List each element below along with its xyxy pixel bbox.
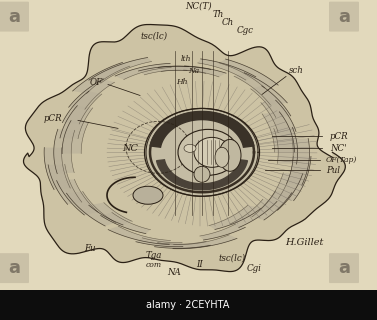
Polygon shape <box>262 173 303 210</box>
Text: a: a <box>8 8 20 26</box>
Polygon shape <box>198 59 256 80</box>
Polygon shape <box>44 148 70 189</box>
Ellipse shape <box>194 137 230 167</box>
Polygon shape <box>73 62 130 93</box>
Text: tsc(lc): tsc(lc) <box>141 31 167 40</box>
Text: Hh: Hh <box>176 78 188 86</box>
Ellipse shape <box>144 108 259 196</box>
Polygon shape <box>23 25 345 272</box>
Polygon shape <box>234 73 287 105</box>
Text: Fu: Fu <box>84 244 96 253</box>
FancyBboxPatch shape <box>329 253 359 283</box>
FancyBboxPatch shape <box>0 253 29 283</box>
Text: OF(Tap): OF(Tap) <box>326 156 357 164</box>
Polygon shape <box>156 160 247 190</box>
Text: Na: Na <box>188 67 199 75</box>
Polygon shape <box>89 58 152 83</box>
Polygon shape <box>219 59 278 88</box>
Ellipse shape <box>219 140 241 171</box>
Ellipse shape <box>178 129 238 175</box>
Text: a: a <box>8 259 20 277</box>
Text: pCR: pCR <box>43 114 62 123</box>
Polygon shape <box>155 241 210 248</box>
Polygon shape <box>251 86 291 117</box>
Polygon shape <box>138 66 188 75</box>
Ellipse shape <box>184 144 196 152</box>
Polygon shape <box>62 121 89 154</box>
Polygon shape <box>48 164 82 204</box>
Text: a: a <box>338 8 350 26</box>
Circle shape <box>194 166 210 182</box>
Polygon shape <box>252 191 292 220</box>
Text: Th: Th <box>212 10 224 19</box>
Text: NC': NC' <box>330 144 346 153</box>
Text: tsc(lc): tsc(lc) <box>218 254 245 263</box>
Text: II: II <box>197 260 203 268</box>
Text: Tga: Tga <box>146 251 162 260</box>
Polygon shape <box>173 235 237 249</box>
Polygon shape <box>69 79 115 109</box>
Ellipse shape <box>133 186 163 204</box>
Text: a: a <box>338 259 350 277</box>
Text: pCR: pCR <box>330 132 349 141</box>
Polygon shape <box>66 191 116 226</box>
Polygon shape <box>278 156 311 201</box>
Polygon shape <box>89 203 132 225</box>
Polygon shape <box>115 63 171 80</box>
Bar <box>0 290 377 320</box>
Text: alamy · 2CEYHTA: alamy · 2CEYHTA <box>146 300 230 310</box>
Polygon shape <box>200 224 245 240</box>
Polygon shape <box>209 205 261 229</box>
Text: NC(T): NC(T) <box>185 1 211 10</box>
Text: H.Gillet: H.Gillet <box>285 238 323 247</box>
Text: sch: sch <box>289 66 303 75</box>
Polygon shape <box>158 66 211 74</box>
Text: Pul: Pul <box>326 166 340 175</box>
Polygon shape <box>262 112 294 152</box>
FancyBboxPatch shape <box>0 2 29 32</box>
Polygon shape <box>184 66 226 77</box>
Text: NA: NA <box>167 268 181 276</box>
Polygon shape <box>136 238 183 247</box>
Text: NC: NC <box>122 144 138 153</box>
Polygon shape <box>108 226 170 244</box>
Polygon shape <box>54 129 75 174</box>
Ellipse shape <box>215 147 229 167</box>
Polygon shape <box>287 139 310 185</box>
Polygon shape <box>60 106 93 139</box>
Polygon shape <box>261 100 296 132</box>
Polygon shape <box>230 199 277 228</box>
Polygon shape <box>57 179 98 215</box>
Text: OF: OF <box>89 78 103 87</box>
Text: Cgi: Cgi <box>247 264 261 273</box>
Text: com: com <box>146 261 162 269</box>
Text: lth: lth <box>181 54 191 62</box>
Text: Cgc: Cgc <box>236 26 253 35</box>
Text: Ch: Ch <box>222 18 234 27</box>
Polygon shape <box>274 127 297 164</box>
Polygon shape <box>150 111 254 147</box>
Polygon shape <box>101 212 150 234</box>
FancyBboxPatch shape <box>329 2 359 32</box>
Polygon shape <box>63 91 102 124</box>
